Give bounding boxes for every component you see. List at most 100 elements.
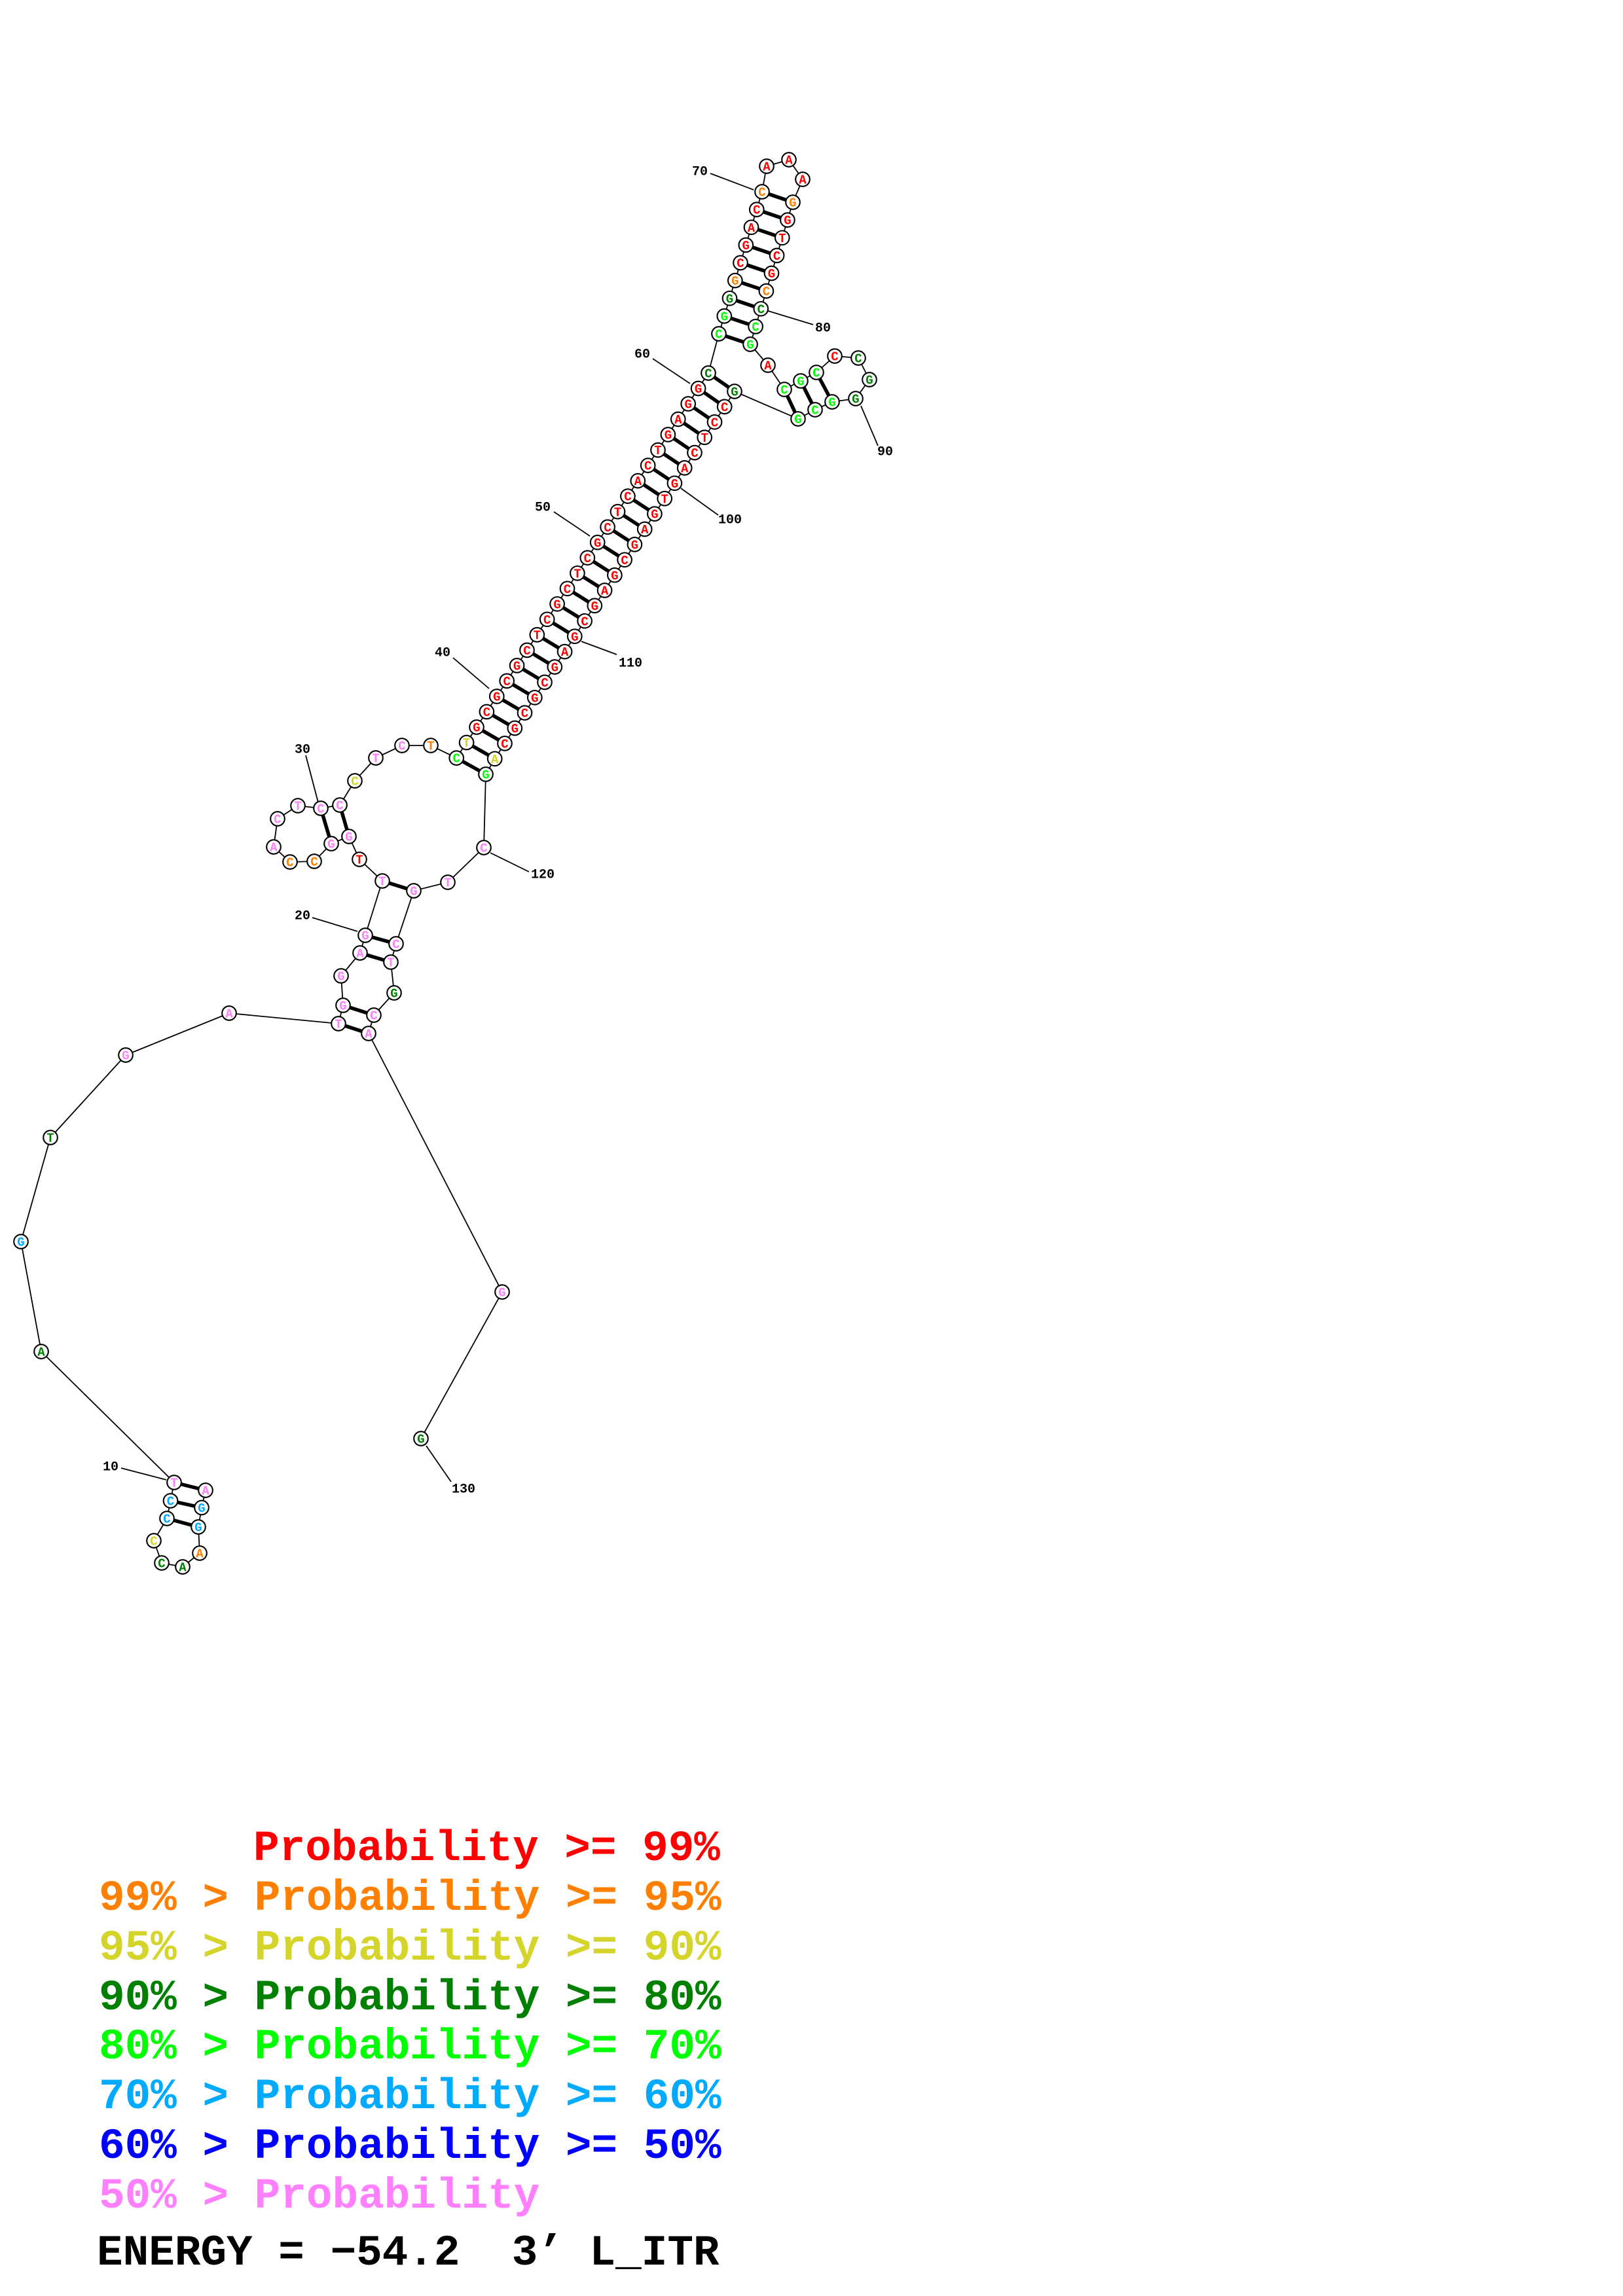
svg-text:G: G: [768, 267, 775, 281]
svg-text:C: C: [691, 446, 698, 461]
svg-text:A: A: [179, 1561, 187, 1575]
svg-text:C: C: [521, 707, 528, 721]
svg-text:G: G: [345, 831, 352, 845]
svg-text:20: 20: [295, 909, 310, 924]
svg-text:Probability >= 99%: Probability >= 99%: [253, 1824, 720, 1873]
svg-text:90% > Probability >= 80%: 90% > Probability >= 80%: [99, 1973, 721, 2022]
svg-text:C: C: [370, 1009, 377, 1024]
svg-text:G: G: [695, 382, 702, 397]
svg-text:A: A: [491, 753, 499, 767]
svg-text:A: A: [561, 645, 569, 660]
svg-text:C: C: [737, 257, 744, 271]
svg-text:T: T: [378, 875, 386, 889]
svg-text:T: T: [170, 1477, 177, 1491]
svg-text:A: A: [356, 947, 364, 961]
svg-text:G: G: [852, 393, 859, 407]
svg-text:80% > Probability >= 70%: 80% > Probability >= 70%: [99, 2022, 721, 2072]
svg-text:C: C: [624, 490, 631, 505]
svg-text:C: C: [773, 249, 780, 264]
svg-text:C: C: [336, 799, 343, 814]
svg-text:C: C: [480, 842, 487, 856]
svg-text:10: 10: [103, 1460, 119, 1475]
svg-text:99% > Probability >= 95%: 99% > Probability >= 95%: [99, 1874, 721, 1923]
svg-text:70% > Probability >= 60%: 70% > Probability >= 60%: [99, 2072, 721, 2121]
svg-text:C: C: [452, 752, 460, 766]
svg-text:110: 110: [619, 656, 642, 672]
svg-text:G: G: [789, 196, 796, 211]
svg-text:G: G: [194, 1521, 202, 1535]
svg-text:C: C: [501, 738, 508, 752]
svg-text:C: C: [581, 615, 588, 629]
svg-text:G: G: [784, 214, 791, 228]
svg-text:G: G: [866, 374, 873, 388]
svg-text:90: 90: [877, 445, 893, 460]
svg-text:G: G: [721, 310, 728, 325]
svg-text:C: C: [523, 644, 530, 658]
svg-text:T: T: [46, 1132, 54, 1146]
svg-text:G: G: [390, 987, 397, 1001]
svg-text:C: C: [274, 813, 281, 827]
svg-text:C: C: [763, 285, 770, 299]
svg-text:T: T: [444, 876, 451, 891]
svg-text:G: G: [339, 999, 346, 1014]
svg-text:C: C: [163, 1513, 170, 1527]
svg-text:G: G: [611, 569, 618, 583]
svg-text:T: T: [534, 629, 541, 643]
svg-text:G: G: [726, 292, 733, 306]
svg-text:G: G: [361, 929, 369, 944]
svg-text:C: C: [317, 802, 324, 817]
svg-text:G: G: [594, 536, 601, 550]
svg-text:C: C: [704, 367, 712, 382]
svg-text:G: G: [122, 1049, 129, 1064]
svg-text:G: G: [731, 274, 739, 289]
svg-text:60: 60: [634, 348, 650, 363]
svg-text:T: T: [387, 956, 394, 971]
svg-text:A: A: [196, 1547, 204, 1562]
svg-text:C: C: [752, 321, 759, 335]
svg-text:T: T: [335, 1018, 342, 1032]
svg-text:C: C: [564, 583, 571, 597]
svg-text:ENERGY = −54.2 3’ L_ITR: ENERGY = −54.2 3’ L_ITR: [97, 2229, 720, 2278]
svg-text:G: G: [482, 768, 489, 783]
svg-text:A: A: [202, 1484, 210, 1499]
svg-text:G: G: [410, 885, 417, 899]
svg-text:C: C: [167, 1495, 174, 1509]
svg-text:T: T: [356, 853, 363, 868]
svg-text:G: G: [498, 1286, 505, 1300]
svg-text:T: T: [661, 492, 668, 507]
svg-text:80: 80: [815, 321, 831, 336]
svg-text:G: G: [794, 413, 801, 427]
svg-text:120: 120: [531, 868, 555, 883]
svg-text:60% > Probability >= 50%: 60% > Probability >= 50%: [99, 2122, 721, 2171]
svg-text:G: G: [198, 1501, 205, 1516]
svg-text:G: G: [665, 429, 672, 443]
svg-text:50% > Probability: 50% > Probability: [99, 2172, 539, 2221]
svg-text:G: G: [531, 691, 538, 706]
svg-text:100: 100: [718, 513, 742, 528]
svg-text:C: C: [483, 706, 490, 720]
svg-text:C: C: [758, 186, 765, 200]
svg-text:G: G: [828, 396, 835, 410]
svg-text:G: G: [337, 970, 344, 984]
svg-text:G: G: [327, 838, 335, 852]
svg-text:C: C: [158, 1557, 165, 1571]
svg-text:50: 50: [535, 501, 551, 516]
svg-text:G: G: [513, 660, 520, 674]
svg-text:A: A: [365, 1028, 373, 1042]
svg-text:A: A: [641, 523, 649, 537]
svg-text:A: A: [748, 221, 756, 236]
svg-text:C: C: [541, 676, 548, 691]
svg-text:C: C: [811, 404, 818, 418]
svg-text:130: 130: [452, 1482, 475, 1498]
svg-text:T: T: [614, 505, 621, 520]
svg-text:C: C: [831, 350, 838, 365]
svg-text:70: 70: [692, 165, 708, 180]
svg-text:40: 40: [435, 646, 450, 661]
svg-text:G: G: [551, 661, 558, 675]
svg-text:C: C: [286, 856, 293, 870]
svg-text:G: G: [631, 539, 638, 553]
svg-text:G: G: [684, 398, 691, 412]
svg-text:G: G: [731, 386, 738, 400]
svg-text:C: C: [604, 521, 611, 535]
svg-text:A: A: [799, 173, 807, 188]
